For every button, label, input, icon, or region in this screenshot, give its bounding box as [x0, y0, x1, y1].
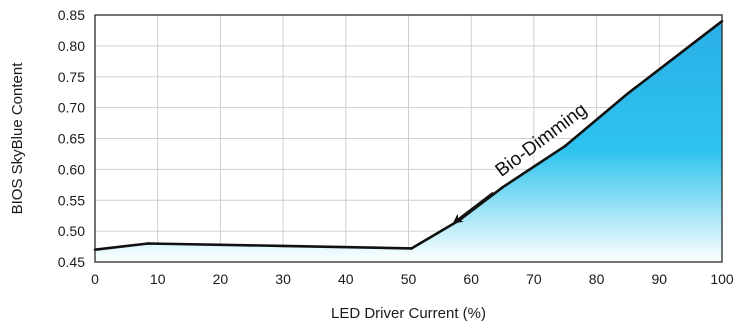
y-tick-label: 0.45	[58, 254, 85, 270]
x-tick-label: 20	[213, 271, 229, 287]
y-tick-label: 0.60	[58, 161, 85, 177]
x-tick-label: 40	[338, 271, 354, 287]
y-tick-label: 0.50	[58, 223, 85, 239]
data-point	[146, 242, 150, 245]
x-tick-label: 10	[150, 271, 166, 287]
x-tick-label: 100	[710, 271, 734, 287]
x-tick-label: 50	[401, 271, 417, 287]
y-tick-label: 0.80	[58, 38, 85, 54]
x-tick-label: 30	[275, 271, 291, 287]
y-tick-label: 0.55	[58, 192, 85, 208]
y-tick-labels: 0.45 0.50 0.55 0.60 0.65 0.70 0.75 0.80 0.85	[58, 7, 85, 270]
data-point	[626, 92, 630, 95]
y-tick-label: 0.70	[58, 100, 85, 116]
x-tick-label: 0	[91, 271, 99, 287]
annotation-arrow	[452, 191, 494, 224]
area-fill	[95, 21, 722, 263]
data-point	[563, 144, 567, 148]
plot-frame	[94, 14, 723, 263]
x-tick-label: 90	[652, 271, 668, 287]
x-tick-label: 70	[526, 271, 542, 287]
data-point	[281, 244, 285, 248]
x-tick-labels: 0 10 20 30 40 50 60 70 80 90 100	[91, 271, 734, 287]
x-tick-label: 60	[463, 271, 479, 287]
y-axis-title: BIOS SkyBlue Content	[9, 62, 26, 215]
y-tick-label: 0.75	[58, 69, 85, 85]
y-tick-label: 0.65	[58, 131, 85, 147]
y-tick-label: 0.85	[58, 7, 85, 23]
data-point	[501, 185, 504, 189]
data-point	[410, 247, 413, 250]
x-tick-label: 80	[589, 271, 605, 287]
x-axis-title: LED Driver Current (%)	[331, 305, 486, 322]
